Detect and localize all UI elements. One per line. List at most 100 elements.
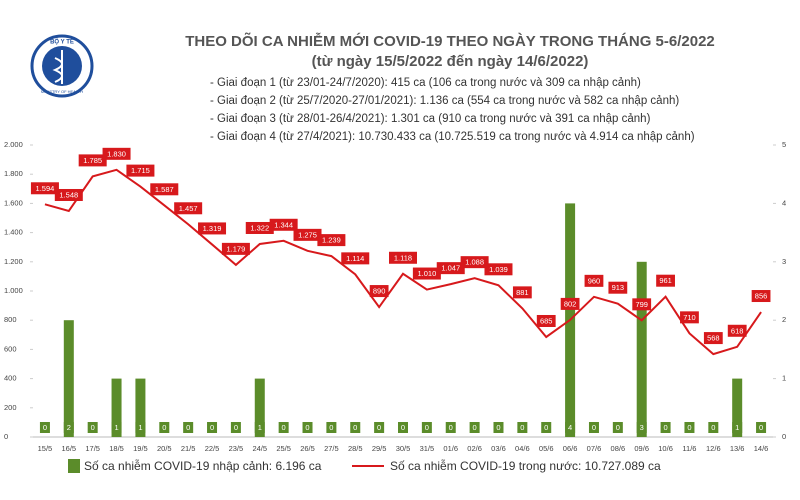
line-label-box	[536, 314, 556, 327]
line-label: 1.088	[465, 258, 484, 267]
bar	[63, 320, 74, 437]
annotation: - Giai đoạn 1 (từ 23/01-24/7/2020): 415 …	[210, 77, 641, 89]
line-label-box	[126, 164, 155, 177]
bar-label-box	[612, 422, 623, 433]
x-tick-label: 16/5	[62, 444, 77, 453]
line-label-box	[78, 154, 107, 167]
line-label-box	[54, 188, 83, 201]
line-label-box	[436, 262, 465, 275]
line-label-box	[389, 251, 417, 264]
line-label: 1.548	[59, 190, 78, 199]
line-label: 1.047	[441, 264, 460, 273]
bar-label-box	[207, 422, 218, 433]
x-tick-label: 18/5	[109, 444, 124, 453]
annotation: - Giai đoạn 4 (từ 27/4/2021): 10.730.433…	[210, 131, 695, 143]
bar	[135, 378, 146, 437]
bar-label-box	[254, 422, 265, 433]
line-label: 1.587	[155, 185, 174, 194]
line-label-box	[221, 242, 250, 255]
bar	[732, 378, 743, 437]
bar-label-box	[111, 422, 122, 433]
line-label-box	[245, 221, 274, 234]
x-tick-label: 07/6	[587, 444, 602, 453]
bar-label-box	[684, 422, 695, 433]
bar-label: 0	[616, 423, 620, 432]
bar-label: 0	[520, 423, 524, 432]
bar-label: 0	[234, 423, 238, 432]
bar-label-box	[565, 422, 576, 433]
line-label: 568	[707, 334, 720, 343]
x-tick-label: 09/6	[634, 444, 649, 453]
chart-title: THEO DÕI CA NHIỄM MỚI COVID-19 THEO NGÀY…	[185, 32, 715, 50]
line-label: 960	[588, 276, 601, 285]
line-label: 961	[659, 276, 672, 285]
line-label-box	[680, 311, 699, 324]
line-label: 1.785	[83, 156, 102, 165]
y-tick-label: 1.000	[4, 286, 23, 295]
x-tick-label: 24/5	[252, 444, 267, 453]
line-label-box	[751, 290, 771, 303]
x-tick-label: 17/5	[85, 444, 100, 453]
x-tick-label: 26/5	[300, 444, 315, 453]
line-label: 1.114	[346, 254, 364, 263]
bar-label: 0	[282, 423, 286, 432]
line-label: 1.319	[203, 224, 222, 233]
x-tick-label: 28/5	[348, 444, 363, 453]
y-tick-label: 0	[4, 432, 8, 441]
line-label-box	[412, 267, 441, 280]
bar-label: 0	[592, 423, 596, 432]
line-label: 1.344	[274, 220, 293, 229]
logo-symbol	[52, 50, 63, 84]
x-tick-label: 30/5	[396, 444, 411, 453]
bar-label: 0	[759, 423, 763, 432]
x-tick-label: 22/5	[205, 444, 220, 453]
bar-label-box	[230, 422, 241, 433]
line-label: 1.039	[489, 265, 508, 274]
line-label: 1.179	[227, 244, 246, 253]
line-label: 1.239	[322, 236, 341, 245]
bar-label-box	[87, 422, 98, 433]
line-label-box	[727, 324, 747, 337]
bar-label: 0	[186, 423, 190, 432]
bar-label: 0	[425, 423, 429, 432]
bar-label: 4	[568, 423, 572, 432]
x-tick-label: 06/6	[563, 444, 578, 453]
line-label-box	[608, 281, 628, 294]
x-tick-label: 31/5	[420, 444, 435, 453]
bar-label-box	[708, 422, 719, 433]
logo-top: BỘ Y TẾ	[50, 38, 74, 46]
line-label: 1.118	[394, 253, 412, 262]
line-label: 1.715	[131, 166, 150, 175]
bar-label: 2	[67, 423, 71, 432]
y-tick-label: 1.800	[4, 169, 23, 178]
y2-tick-label: 1	[782, 374, 786, 383]
bar-label: 0	[496, 423, 500, 432]
bar-label: 1	[258, 423, 262, 432]
line-label: 1.322	[250, 223, 269, 232]
line-label-box	[293, 228, 322, 241]
bar	[111, 378, 122, 437]
line-label: 913	[612, 283, 625, 292]
line-label-box	[584, 274, 604, 287]
annotation: - Giai đoạn 2 (từ 25/7/2020-27/01/2021):…	[210, 95, 679, 107]
line-label-box	[484, 263, 513, 276]
x-tick-label: 19/5	[133, 444, 148, 453]
line	[44, 168, 762, 356]
bar-label: 0	[305, 423, 309, 432]
bar-label: 0	[329, 423, 333, 432]
line-label-box	[174, 202, 203, 215]
chart-subtitle: (từ ngày 15/5/2022 đến ngày 14/6/2022)	[312, 53, 589, 70]
line-label: 1.010	[417, 269, 436, 278]
bar-label-box	[660, 422, 671, 433]
bar-label-box	[493, 422, 504, 433]
line-label: 856	[755, 292, 768, 301]
bar-label: 0	[544, 423, 548, 432]
y-tick-label: 2.000	[4, 140, 23, 149]
x-tick-label: 11/6	[682, 444, 696, 453]
annotation: - Giai đoạn 3 (từ 28/01-26/4/2021): 1.30…	[210, 113, 651, 125]
logo-bottom: MINISTRY OF HEALTH	[41, 89, 83, 94]
x-tick-label: 23/5	[229, 444, 244, 453]
line-label: 710	[683, 313, 696, 322]
bar-label-box	[326, 422, 337, 433]
